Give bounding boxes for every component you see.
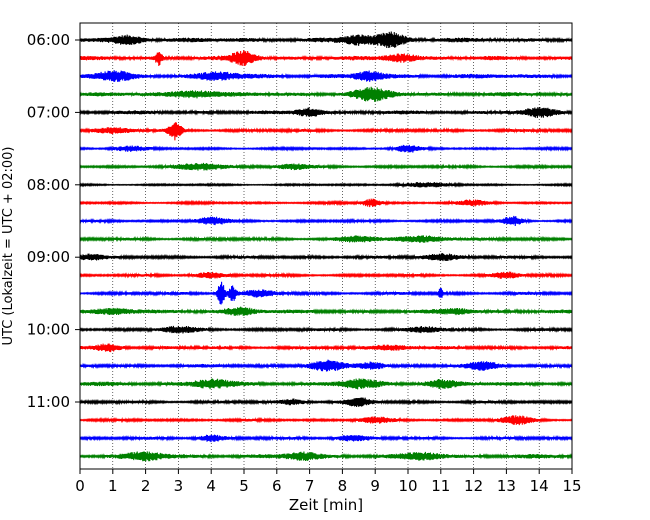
trace-1015 (79, 343, 573, 353)
y-axis-ticks: 06:00 07:00 08:00 09:00 10:00 11:00 (27, 31, 80, 411)
y-tick-label-0600: 06:00 (27, 31, 70, 49)
trace-1100 (79, 397, 573, 408)
x-tick-label-4: 4 (206, 477, 216, 495)
y-axis-label: UTC (Lokalzeit = UTC + 02:00) (1, 147, 16, 346)
trace-1000 (79, 325, 573, 334)
y-tick-label-1100: 11:00 (27, 393, 70, 411)
trace-0700 (79, 107, 573, 118)
trace-1045 (79, 378, 573, 390)
trace-1145 (79, 451, 573, 462)
trace-0900 (79, 253, 573, 262)
trace-0800 (79, 181, 573, 189)
trace-0745 (79, 162, 573, 171)
trace-0815 (79, 198, 573, 208)
trace-0600 (79, 31, 573, 49)
trace-0615 (79, 50, 573, 67)
grid-lines (112, 23, 540, 469)
trace-0715 (79, 122, 573, 141)
y-tick-label-0800: 08:00 (27, 176, 70, 194)
x-tick-label-15: 15 (562, 477, 581, 495)
x-tick-label-2: 2 (141, 477, 151, 495)
trace-0915 (79, 271, 573, 279)
trace-0730 (79, 144, 573, 153)
x-tick-label-1: 1 (108, 477, 118, 495)
trace-1115 (79, 415, 573, 426)
trace-0830 (79, 215, 573, 226)
trace-0945 (79, 306, 573, 316)
x-axis-label: Zeit [min] (289, 496, 363, 514)
y-tick-label-1000: 10:00 (27, 321, 70, 339)
x-tick-label-13: 13 (497, 477, 516, 495)
x-tick-label-9: 9 (370, 477, 380, 495)
x-tick-label-12: 12 (464, 477, 483, 495)
x-tick-label-0: 0 (75, 477, 85, 495)
x-tick-label-11: 11 (431, 477, 450, 495)
trace-1130 (79, 434, 573, 443)
x-tick-label-5: 5 (239, 477, 249, 495)
x-tick-label-8: 8 (338, 477, 348, 495)
x-tick-label-10: 10 (398, 477, 417, 495)
y-tick-label-0900: 09:00 (27, 248, 70, 266)
x-tick-label-14: 14 (530, 477, 549, 495)
x-axis-ticks: 0 1 2 3 4 5 6 7 8 9 10 11 12 13 14 15 (75, 469, 582, 495)
x-tick-label-3: 3 (174, 477, 184, 495)
y-tick-label-0700: 07:00 (27, 103, 70, 121)
x-tick-label-6: 6 (272, 477, 282, 495)
traces (79, 31, 573, 462)
x-tick-label-7: 7 (305, 477, 315, 495)
trace-0930 (79, 281, 573, 305)
trace-0645 (79, 86, 573, 102)
plot-frame (79, 22, 573, 470)
trace-1030 (79, 359, 573, 372)
trace-0630 (79, 70, 573, 82)
trace-0845 (79, 235, 573, 243)
